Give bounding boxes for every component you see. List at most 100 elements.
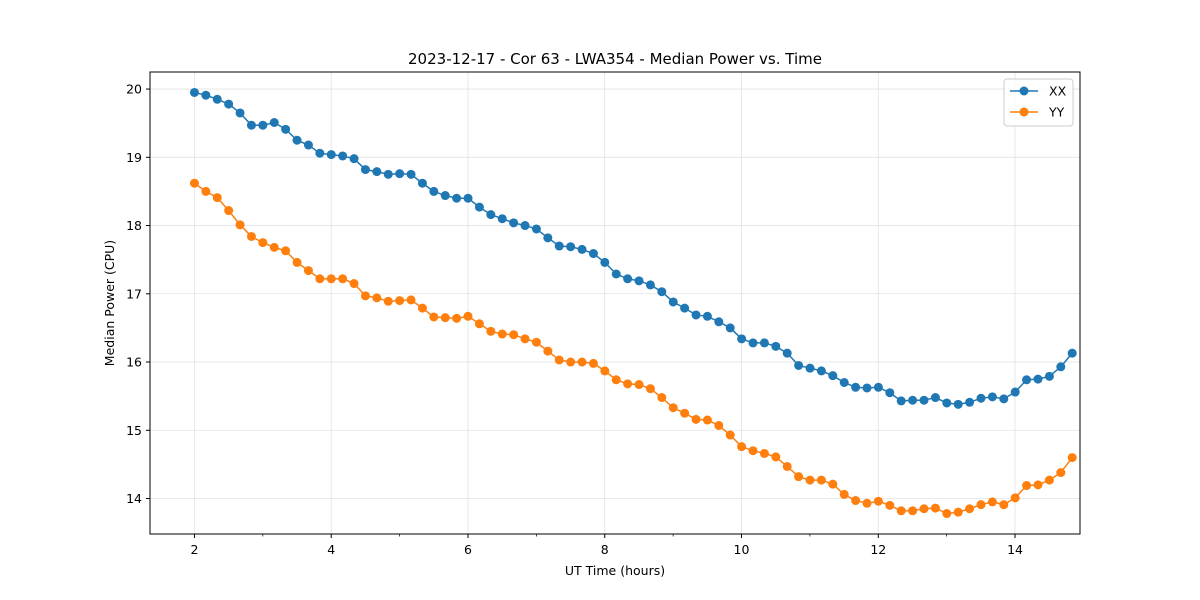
point-yy-57 xyxy=(839,489,849,499)
point-yy-50 xyxy=(759,448,769,458)
point-xx-39 xyxy=(634,276,644,286)
point-xx-52 xyxy=(782,348,792,358)
point-yy-18 xyxy=(395,296,405,306)
grid xyxy=(150,72,1080,534)
point-xx-55 xyxy=(816,366,826,376)
point-yy-11 xyxy=(315,274,325,284)
point-xx-37 xyxy=(611,269,621,279)
y-tick-label-16: 16 xyxy=(126,355,142,370)
point-xx-28 xyxy=(509,218,519,228)
point-xx-6 xyxy=(258,120,268,130)
point-yy-73 xyxy=(1022,481,1032,491)
point-yy-33 xyxy=(566,357,576,367)
legend-marker-yy xyxy=(1019,107,1029,117)
point-yy-30 xyxy=(531,337,541,347)
point-yy-76 xyxy=(1056,468,1066,478)
point-yy-5 xyxy=(246,231,256,241)
point-yy-22 xyxy=(440,313,450,323)
point-yy-25 xyxy=(474,319,484,329)
point-xx-69 xyxy=(976,393,986,403)
point-yy-36 xyxy=(600,366,610,376)
point-yy-15 xyxy=(360,291,370,301)
point-yy-26 xyxy=(486,326,496,336)
y-tick-label-18: 18 xyxy=(126,218,142,233)
point-xx-51 xyxy=(771,341,781,351)
point-yy-34 xyxy=(577,357,587,367)
point-xx-48 xyxy=(737,334,747,344)
point-yy-54 xyxy=(805,475,815,485)
series-yy xyxy=(189,178,1077,519)
point-xx-46 xyxy=(714,317,724,327)
point-xx-73 xyxy=(1022,375,1032,385)
point-xx-23 xyxy=(452,193,462,203)
y-tick-label-17: 17 xyxy=(126,286,142,301)
point-yy-31 xyxy=(543,346,553,356)
point-yy-23 xyxy=(452,313,462,323)
point-xx-62 xyxy=(896,396,906,406)
point-xx-0 xyxy=(189,87,199,97)
point-xx-2 xyxy=(212,94,222,104)
point-yy-61 xyxy=(885,500,895,510)
point-xx-76 xyxy=(1056,362,1066,372)
point-yy-66 xyxy=(942,509,952,519)
point-yy-69 xyxy=(976,500,986,510)
point-yy-40 xyxy=(645,384,655,394)
point-yy-41 xyxy=(657,393,667,403)
point-xx-59 xyxy=(862,383,872,393)
point-yy-38 xyxy=(623,379,633,389)
point-xx-18 xyxy=(395,169,405,179)
x-tick-label-2: 2 xyxy=(190,542,198,557)
point-xx-35 xyxy=(588,249,598,259)
point-xx-1 xyxy=(201,90,211,100)
point-xx-11 xyxy=(315,148,325,158)
point-yy-44 xyxy=(691,414,701,424)
point-xx-32 xyxy=(554,241,564,251)
point-xx-13 xyxy=(338,151,348,161)
point-xx-38 xyxy=(623,274,633,284)
point-xx-58 xyxy=(851,382,861,392)
point-yy-17 xyxy=(383,296,393,306)
point-yy-68 xyxy=(965,504,975,514)
legend-label-yy: YY xyxy=(1048,105,1065,120)
y-tick-label-15: 15 xyxy=(126,423,142,438)
point-yy-77 xyxy=(1067,453,1077,463)
point-xx-72 xyxy=(1010,387,1020,397)
point-xx-9 xyxy=(292,135,302,145)
point-xx-50 xyxy=(759,338,769,348)
point-yy-12 xyxy=(326,274,336,284)
point-yy-46 xyxy=(714,420,724,430)
point-xx-44 xyxy=(691,310,701,320)
point-yy-16 xyxy=(372,293,382,303)
point-xx-5 xyxy=(246,120,256,130)
point-yy-45 xyxy=(702,415,712,425)
legend-marker-xx xyxy=(1019,86,1029,96)
point-yy-56 xyxy=(828,479,838,489)
x-tick-label-6: 6 xyxy=(464,542,472,557)
chart-title: 2023-12-17 - Cor 63 - LWA354 - Median Po… xyxy=(408,50,822,68)
point-xx-77 xyxy=(1067,348,1077,358)
point-xx-63 xyxy=(908,395,918,405)
point-xx-40 xyxy=(645,280,655,290)
point-yy-28 xyxy=(509,330,519,340)
point-yy-9 xyxy=(292,257,302,267)
point-xx-31 xyxy=(543,233,553,243)
y-axis-label: Median Power (CPU) xyxy=(102,240,117,366)
point-xx-64 xyxy=(919,395,929,405)
point-xx-8 xyxy=(281,124,291,134)
point-xx-4 xyxy=(235,108,245,118)
point-yy-7 xyxy=(269,242,279,252)
point-xx-19 xyxy=(406,169,416,179)
point-yy-3 xyxy=(224,206,234,216)
plot-frame xyxy=(149,71,1081,535)
point-yy-47 xyxy=(725,430,735,440)
point-xx-3 xyxy=(224,99,234,109)
point-yy-51 xyxy=(771,452,781,462)
point-yy-62 xyxy=(896,506,906,516)
point-yy-60 xyxy=(873,496,883,506)
point-yy-6 xyxy=(258,238,268,248)
point-xx-65 xyxy=(930,393,940,403)
point-yy-72 xyxy=(1010,493,1020,503)
point-xx-27 xyxy=(497,214,507,224)
point-xx-7 xyxy=(269,118,279,127)
